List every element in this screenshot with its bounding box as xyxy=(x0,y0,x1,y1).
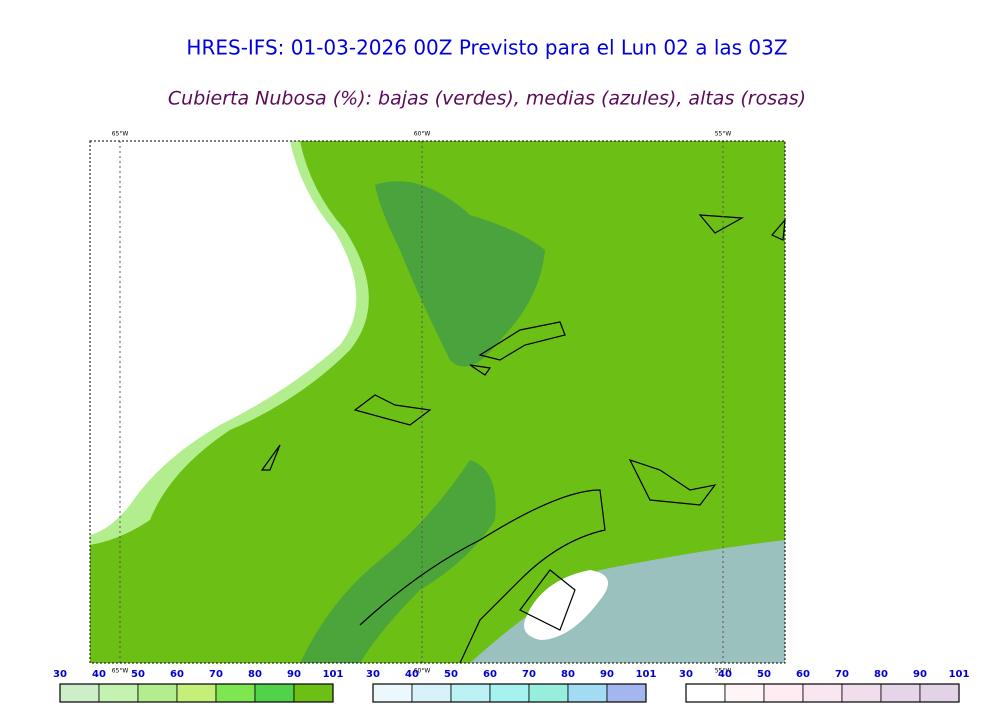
colorbar-label: 70 xyxy=(209,669,223,680)
colorbar-swatch xyxy=(254,683,295,703)
colorbar-swatch xyxy=(450,683,491,703)
colorbar-label: 40 xyxy=(92,669,106,680)
colorbar-swatch xyxy=(372,683,413,703)
title: HRES-IFS: 01-03-2026 00Z Previsto para e… xyxy=(186,36,787,60)
colorbar-label: 50 xyxy=(757,669,771,680)
colorbar-swatch xyxy=(215,683,256,703)
colorbar-swatch xyxy=(802,683,843,703)
colorbar-label: 30 xyxy=(366,669,380,680)
colorbar-swatch xyxy=(763,683,804,703)
coastline xyxy=(260,214,786,664)
colorbar-label: 90 xyxy=(287,669,301,680)
colorbar-label: 40 xyxy=(405,669,419,680)
colorbar-label: 101 xyxy=(949,669,970,680)
lon-label: 65°W xyxy=(112,131,129,138)
colorbar-label: 80 xyxy=(874,669,888,680)
lon-label: 55°W xyxy=(715,131,732,138)
map-frame xyxy=(89,140,786,664)
colorbar-swatch xyxy=(489,683,530,703)
colorbar-swatch xyxy=(176,683,217,703)
map: 65°W 60°W 55°W 65°W 60°W 55°W xyxy=(89,131,786,675)
clear-area xyxy=(90,141,357,535)
lon-label: 60°W xyxy=(414,668,431,675)
colorbar-swatch xyxy=(411,683,452,703)
colorbar-label: 60 xyxy=(483,669,497,680)
colorbar-label: 50 xyxy=(444,669,458,680)
colorbar-frame xyxy=(59,683,334,703)
colorbar-label: 60 xyxy=(796,669,810,680)
colorbar-frame xyxy=(685,683,960,703)
colorbar-swatch xyxy=(567,683,608,703)
colorbar-label: 70 xyxy=(522,669,536,680)
colorbar-label: 80 xyxy=(248,669,262,680)
colorbar-label: 90 xyxy=(600,669,614,680)
colorbar-label: 90 xyxy=(913,669,927,680)
dense-cloud xyxy=(375,181,545,367)
colorbar-frame xyxy=(372,683,647,703)
lon-label: 60°W xyxy=(414,131,431,138)
colorbar-swatch xyxy=(919,683,960,703)
lon-label: 65°W xyxy=(112,668,129,675)
colorbar-swatch xyxy=(841,683,882,703)
colorbar-label: 101 xyxy=(636,669,657,680)
colorbars: 30 40 50 60 70 80 90 101 30 40 50 60 70 80 90 101 30 40 50… xyxy=(53,669,970,703)
colorbar-swatch xyxy=(137,683,178,703)
colorbar-label: 60 xyxy=(170,669,184,680)
subtitle: Cubierta Nubosa (%): bajas (verdes), med… xyxy=(168,88,806,110)
colorbar-swatch xyxy=(606,683,647,703)
colorbar-label: 70 xyxy=(835,669,849,680)
graticule xyxy=(119,141,724,663)
colorbar-swatch xyxy=(685,683,726,703)
colorbar-swatch xyxy=(59,683,100,703)
colorbar-label: 30 xyxy=(53,669,67,680)
colorbar-label: 101 xyxy=(323,669,344,680)
colorbar-swatch xyxy=(98,683,139,703)
colorbar-label: 40 xyxy=(718,669,732,680)
colorbar-label: 50 xyxy=(131,669,145,680)
colorbar-label: 30 xyxy=(679,669,693,680)
colorbar-swatch xyxy=(880,683,921,703)
dense-cloud xyxy=(300,460,496,663)
colorbar-label: 80 xyxy=(561,669,575,680)
colorbar-swatch xyxy=(528,683,569,703)
colorbar-swatch xyxy=(724,683,765,703)
lon-label: 55°W xyxy=(715,668,732,675)
colorbar-swatch xyxy=(293,683,334,703)
